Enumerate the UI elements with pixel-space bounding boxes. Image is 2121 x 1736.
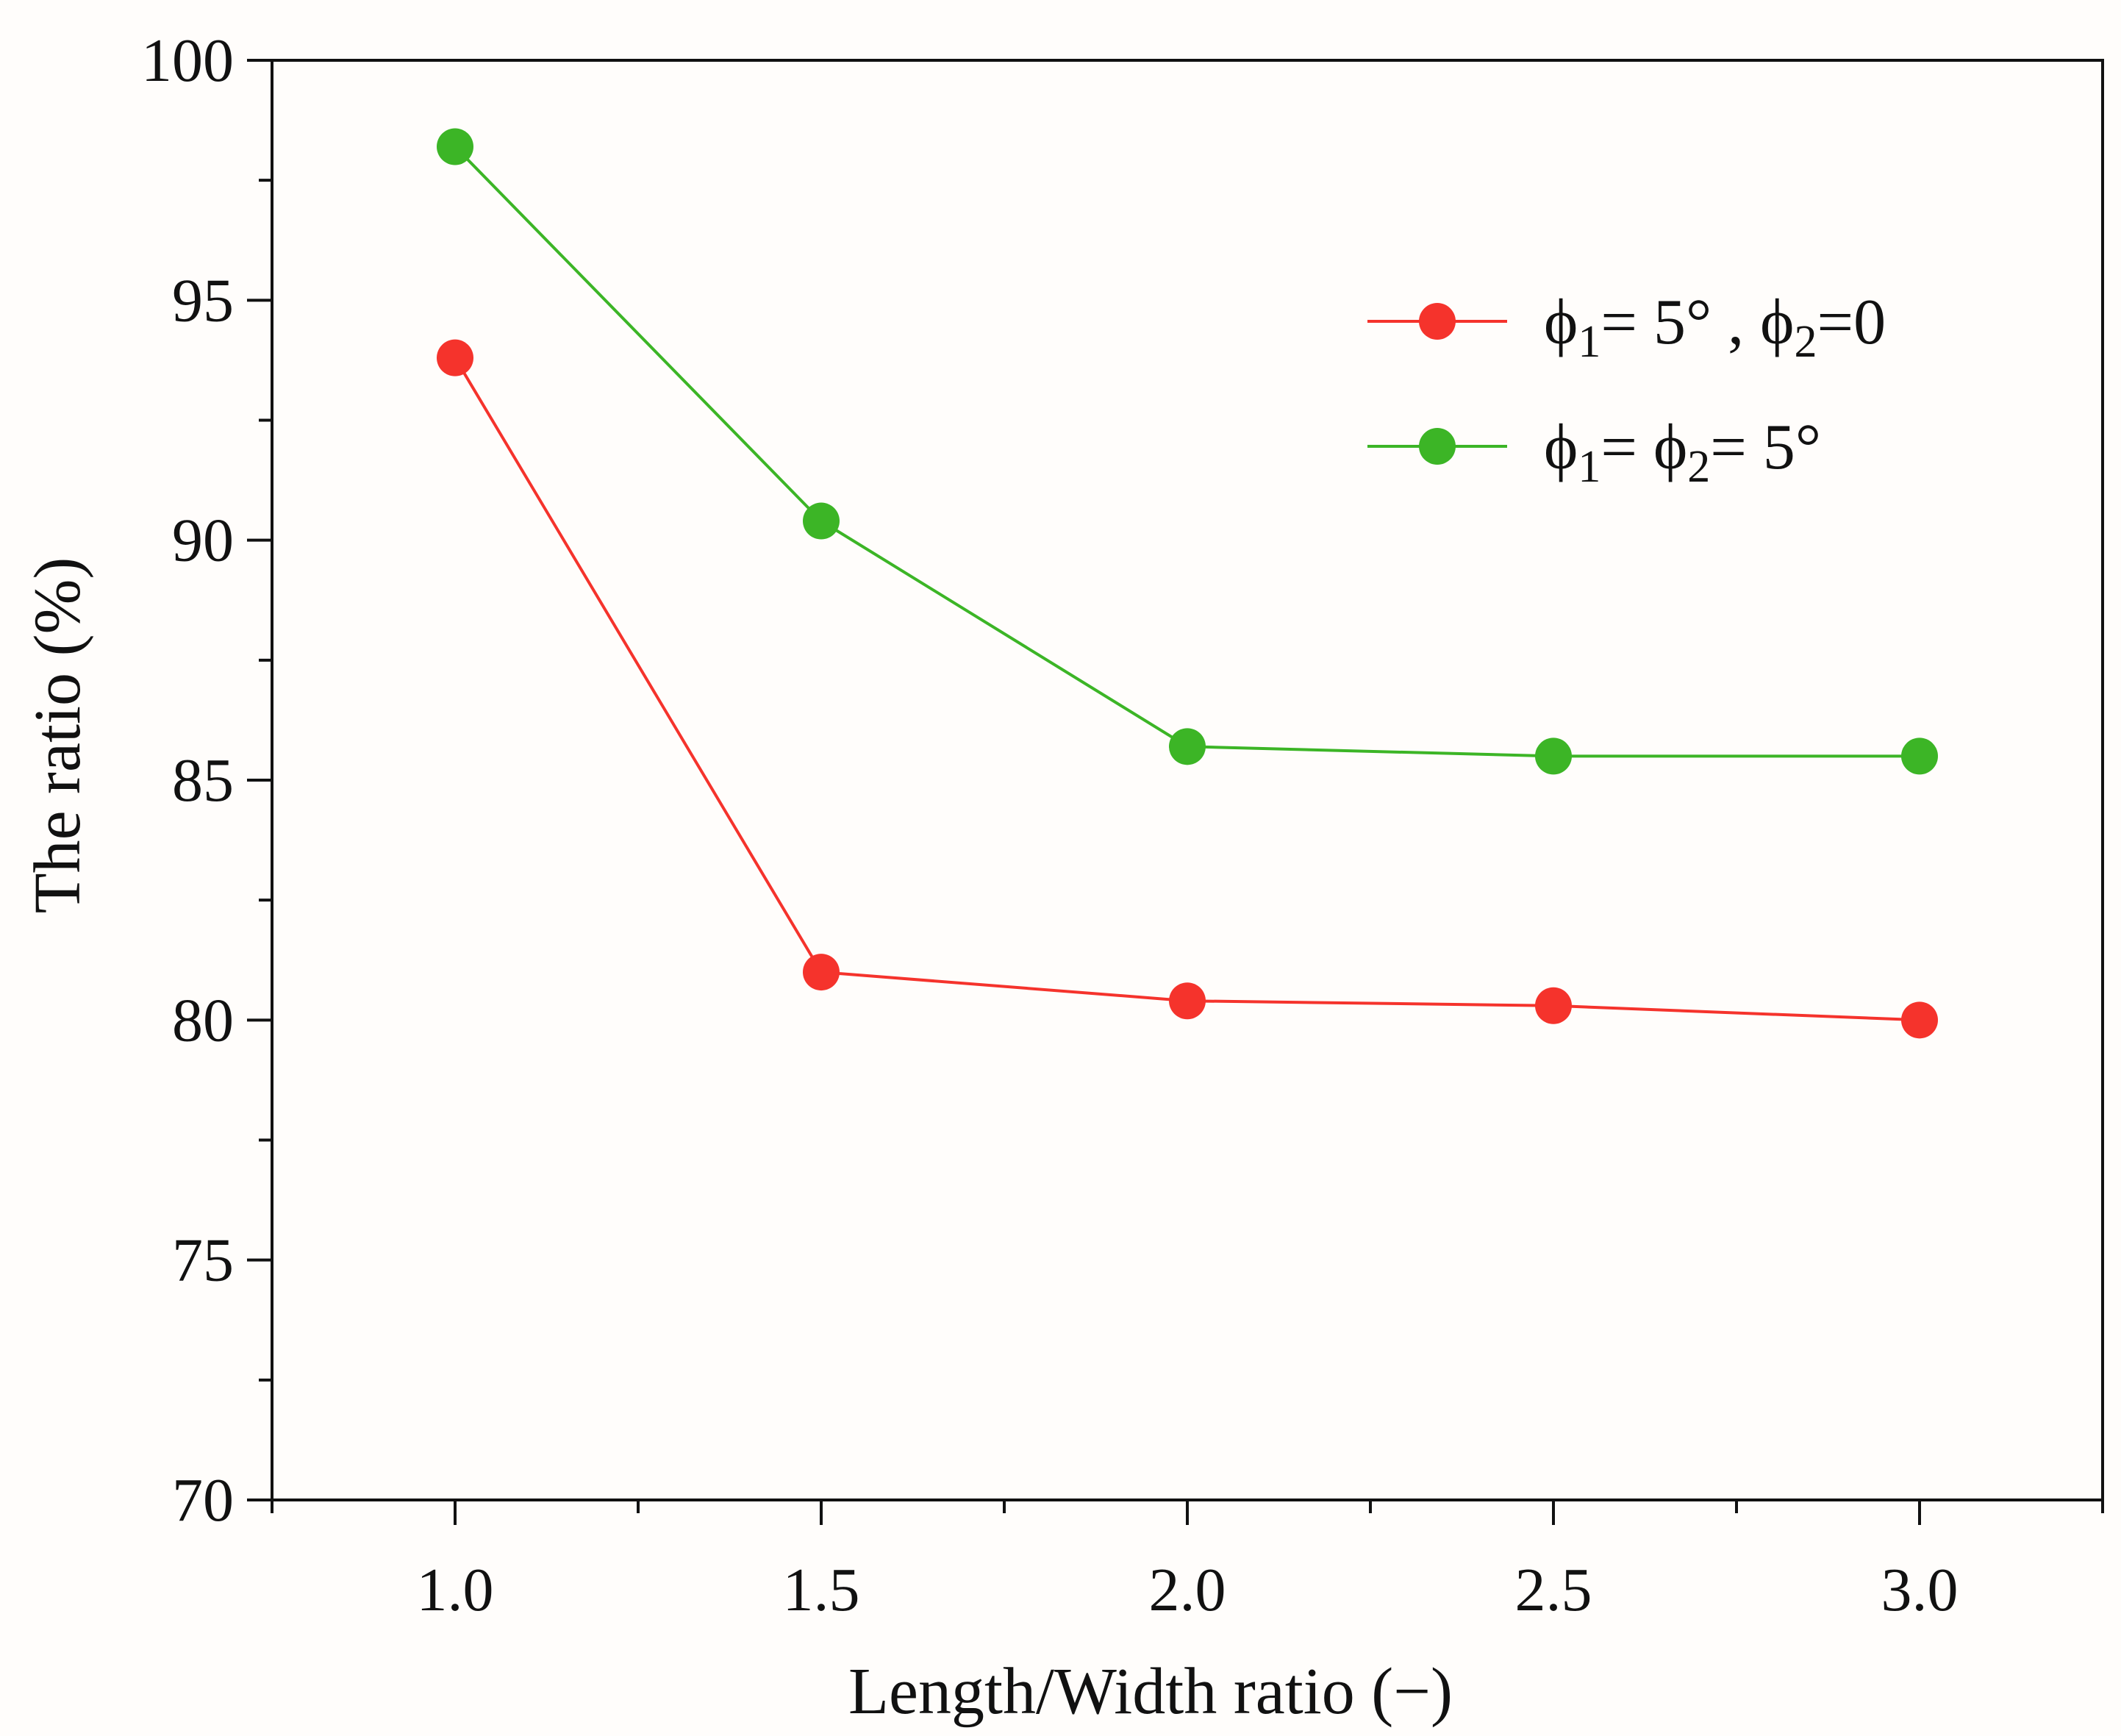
axes: 70 75 80 85 90 95 100 1.0 1.5 2.0 2.5 3.0 bbox=[141, 26, 2104, 1624]
data-point-series2 bbox=[1901, 737, 1938, 775]
data-point-series1 bbox=[1901, 1001, 1938, 1039]
y-tick-label: 70 bbox=[172, 1466, 234, 1535]
data-point-series1 bbox=[1535, 987, 1572, 1024]
x-tick-label: 2.5 bbox=[1515, 1556, 1592, 1624]
data-point-series1 bbox=[1169, 982, 1206, 1020]
legend-marker-2 bbox=[1419, 428, 1456, 465]
data-point-series2 bbox=[1535, 737, 1572, 775]
legend-label-2: ϕ1= ϕ2= 5° bbox=[1544, 412, 1821, 492]
x-axis-label: Length/Width ratio (−) bbox=[848, 1655, 1453, 1728]
data-point-series1 bbox=[803, 954, 840, 991]
legend-marker-1 bbox=[1419, 303, 1456, 340]
x-tick-label: 2.0 bbox=[1149, 1556, 1226, 1624]
data-point-series1 bbox=[437, 339, 473, 376]
data-point-series2 bbox=[1169, 728, 1206, 765]
y-tick-label: 95 bbox=[172, 266, 234, 335]
x-tick-label: 1.0 bbox=[417, 1556, 494, 1624]
y-tick-label: 75 bbox=[172, 1226, 234, 1295]
y-tick-label: 90 bbox=[172, 507, 234, 575]
data-point-series2 bbox=[803, 502, 840, 540]
y-tick-label: 100 bbox=[141, 26, 234, 95]
plot-frame bbox=[271, 59, 2104, 1501]
legend: ϕ1= 5° , ϕ2=0 ϕ1= ϕ2= 5° bbox=[1367, 287, 1886, 492]
legend-label-1: ϕ1= 5° , ϕ2=0 bbox=[1544, 287, 1886, 367]
series-group bbox=[437, 128, 1938, 1039]
y-axis-label: The ratio (%) bbox=[21, 557, 94, 914]
y-tick-label: 85 bbox=[172, 746, 234, 815]
plot-area bbox=[271, 59, 2104, 1501]
x-tick-label: 1.5 bbox=[783, 1556, 860, 1624]
y-tick-label: 80 bbox=[172, 986, 234, 1054]
data-point-series2 bbox=[437, 128, 473, 165]
x-tick-label: 3.0 bbox=[1881, 1556, 1959, 1624]
